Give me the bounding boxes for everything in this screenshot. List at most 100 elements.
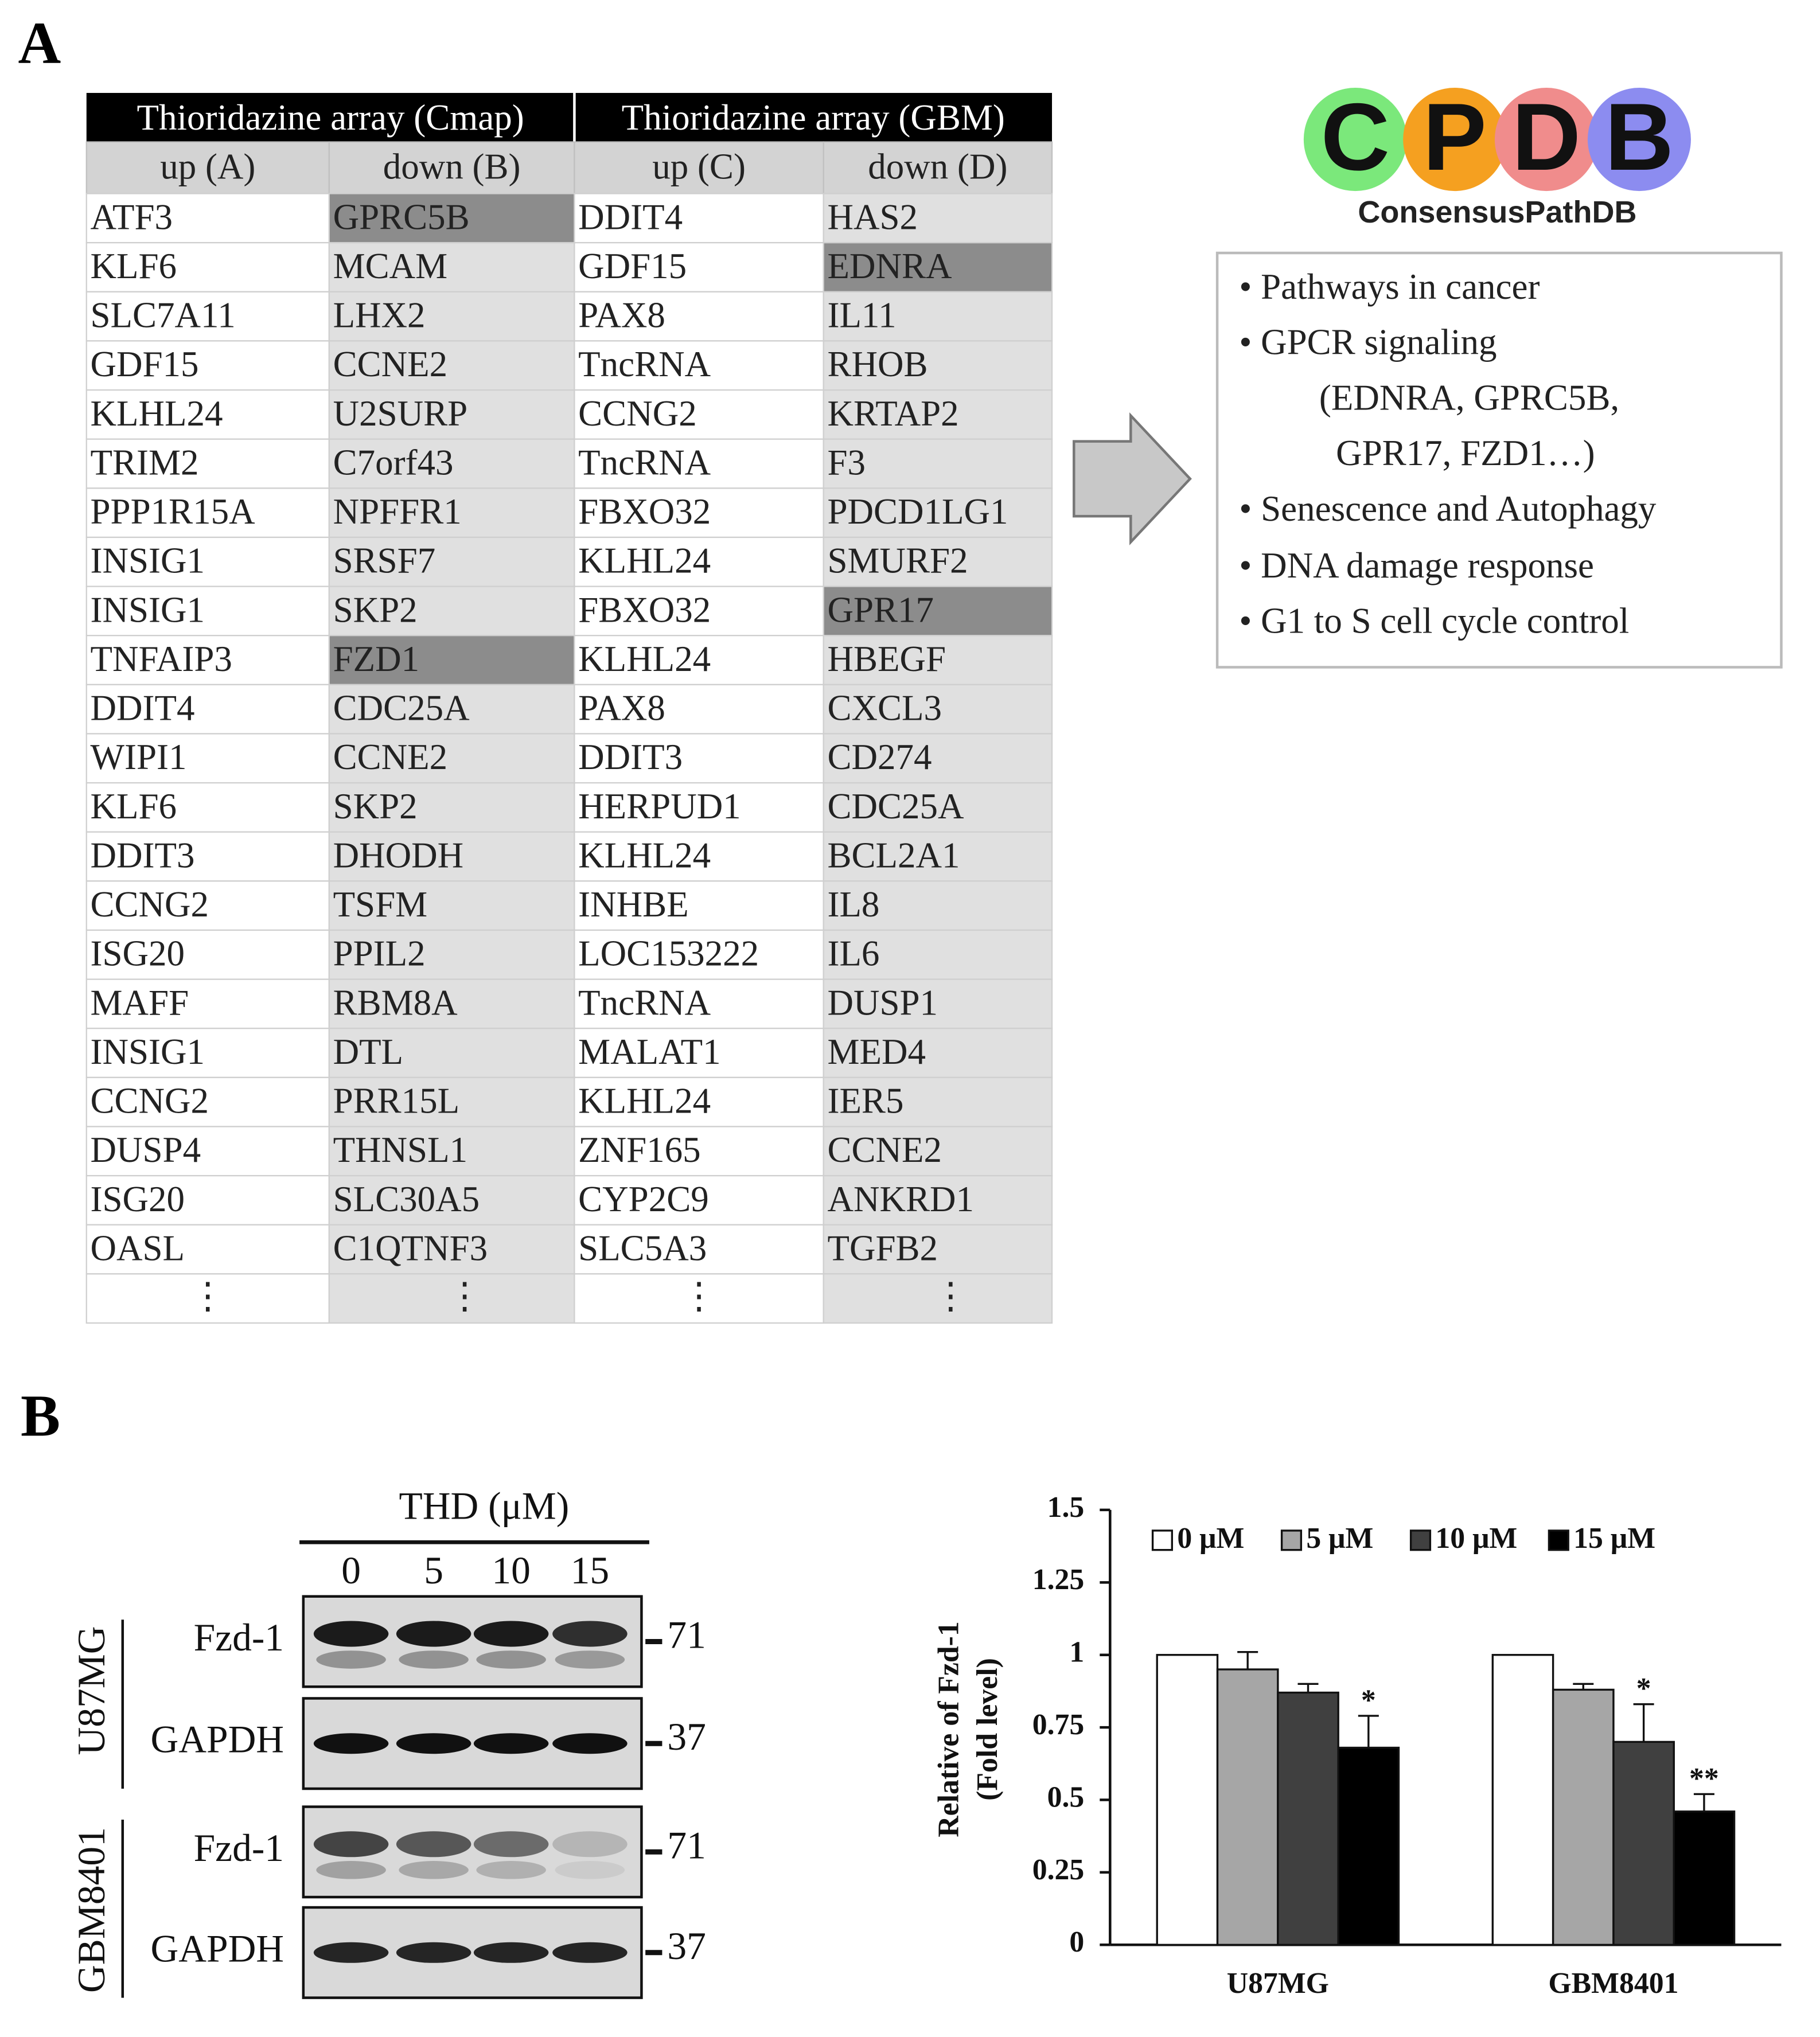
legend-label: 5 μM [1306, 1522, 1373, 1555]
gene-name: MCAM [333, 246, 448, 286]
gene-name: F3 [827, 442, 866, 482]
band [473, 1942, 549, 1963]
gene-name: DDIT3 [91, 835, 195, 875]
table-cell [574, 635, 824, 685]
subheader-text: up (A) [160, 147, 255, 187]
table-cell [328, 193, 575, 244]
gene-name: KLHL24 [578, 541, 711, 581]
gene-name: SMURF2 [827, 541, 968, 581]
gene-name: CCNG2 [91, 1081, 209, 1121]
gene-name: MED4 [827, 1032, 926, 1072]
band [396, 1733, 471, 1754]
gene-name: THNSL1 [333, 1130, 468, 1170]
table-cell [823, 1224, 1053, 1275]
gene-name: PPP1R15A [91, 491, 256, 532]
gene-name: BCL2A1 [827, 835, 960, 875]
band [473, 1621, 549, 1647]
table-cell [328, 1174, 575, 1226]
more-rows: ⋮ [681, 1276, 717, 1316]
logo-circle [1303, 88, 1407, 192]
gene-name: RHOB [827, 344, 927, 384]
logo-letter: B [1605, 84, 1674, 190]
subheader-cell [328, 141, 575, 194]
y-axis-label: (Fold level) [971, 1658, 1004, 1801]
band [552, 1831, 628, 1858]
legend-label: 15 μM [1573, 1522, 1655, 1555]
subheader-cell [574, 141, 824, 194]
table-cell [328, 340, 575, 391]
table-cell [85, 1076, 330, 1127]
bar [1156, 1654, 1219, 1946]
table-cell [823, 242, 1053, 292]
table-cell [328, 929, 575, 980]
gene-name: PAX8 [578, 295, 665, 335]
gene-name: DUSP4 [91, 1130, 201, 1170]
subheader-text: down (D) [868, 147, 1007, 187]
table-cell [823, 880, 1053, 931]
pathway-item: • DNA damage response [1239, 545, 1594, 586]
gene-name: FZD1 [333, 639, 420, 679]
table-cell [85, 389, 330, 440]
subheader-text: up (C) [652, 147, 746, 187]
table-cell [574, 242, 824, 292]
subheader-text: down (B) [383, 147, 521, 187]
gene-name: GDF15 [91, 344, 199, 384]
bar [1216, 1668, 1279, 1946]
gene-name: ZNF165 [578, 1130, 701, 1170]
gene-name: TNFAIP3 [91, 639, 232, 679]
gene-name: CD274 [827, 737, 932, 777]
table-cell [85, 684, 330, 735]
gene-name: SKP2 [333, 590, 418, 630]
gene-name: TRIM2 [91, 442, 199, 482]
cell-line-label: U87MG [70, 1626, 113, 1755]
table-cell [823, 389, 1053, 440]
gene-name: NPFFR1 [333, 491, 462, 532]
table-cell [823, 193, 1053, 244]
band-smear [399, 1650, 469, 1669]
table-cell [328, 242, 575, 292]
band [552, 1733, 628, 1754]
table-cell [328, 536, 575, 587]
band [396, 1942, 471, 1963]
gene-name: FBXO32 [578, 491, 711, 532]
table-cell [85, 586, 330, 637]
y-tick-label: 0.25 [1032, 1853, 1085, 1886]
table-cell [85, 978, 330, 1029]
gene-name: CYP2C9 [578, 1179, 709, 1219]
gene-name: HAS2 [827, 197, 918, 237]
y-tick-label: 1.5 [1047, 1491, 1085, 1524]
gene-name: IER5 [827, 1081, 903, 1121]
table-cell [574, 929, 824, 980]
gene-name: TncRNA [578, 344, 711, 384]
pathway-item: • GPCR signaling [1239, 322, 1496, 362]
gene-name: DDIT4 [91, 688, 195, 728]
panel-label: B [21, 1384, 60, 1449]
gene-name: IL11 [827, 295, 896, 335]
legend-label: 10 μM [1435, 1522, 1517, 1555]
gene-name: KLHL24 [91, 393, 223, 434]
gene-name: WIPI1 [91, 737, 187, 777]
table-cell [328, 586, 575, 637]
gene-name: PRR15L [333, 1081, 460, 1121]
table-cell [823, 536, 1053, 587]
bar [1277, 1691, 1339, 1946]
band [313, 1733, 389, 1754]
table-header [86, 93, 1053, 142]
gene-name: CCNE2 [333, 737, 448, 777]
gene-name: CDC25A [827, 786, 964, 826]
table-cell [85, 242, 330, 292]
y-tick-label: 0.75 [1032, 1708, 1085, 1741]
gene-name: INSIG1 [91, 590, 205, 630]
gene-name: SKP2 [333, 786, 418, 826]
band [313, 1831, 389, 1858]
table-cell [823, 635, 1053, 685]
marker-label: 71 [667, 1824, 706, 1867]
table-cell [328, 733, 575, 784]
table-cell [823, 1076, 1053, 1127]
y-tick-label: 1.25 [1032, 1563, 1085, 1596]
gene-name: LHX2 [333, 295, 426, 335]
table-cell [85, 1224, 330, 1275]
gene-name: HBEGF [827, 639, 946, 679]
gene-name: EDNRA [827, 246, 952, 286]
bar [1337, 1746, 1400, 1946]
